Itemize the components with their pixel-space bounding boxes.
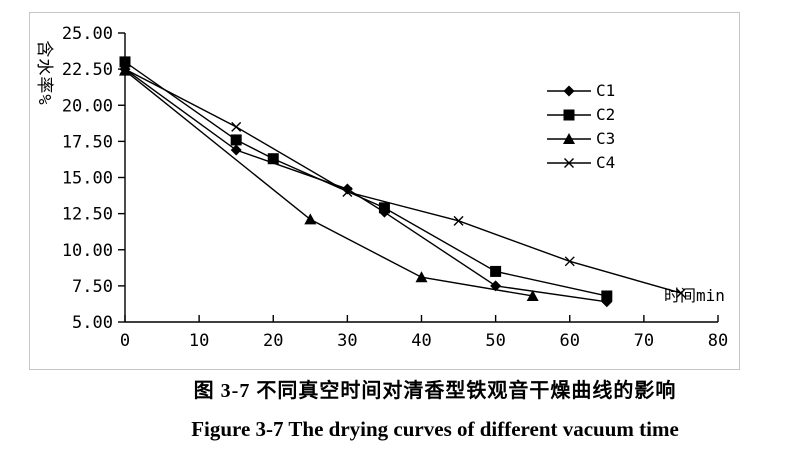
legend-label: C2 bbox=[596, 105, 616, 124]
series-line-C1 bbox=[124, 68, 607, 303]
data-point-square bbox=[563, 109, 575, 121]
data-point-x bbox=[675, 288, 686, 299]
data-point-square bbox=[267, 153, 279, 165]
x-tick-label: 80 bbox=[708, 331, 728, 351]
x-legend-marker-icon bbox=[547, 158, 591, 168]
data-point-x bbox=[453, 215, 464, 226]
data-point-triangle bbox=[526, 289, 539, 301]
x-tick-label: 0 bbox=[120, 331, 130, 351]
legend-item-C1: C1 bbox=[546, 79, 615, 103]
x-axis-title: 时间min bbox=[664, 286, 725, 305]
y-tick-label: 12.50 bbox=[62, 205, 113, 225]
figure-captions: 图 3-7 不同真空时间对清香型铁观音干燥曲线的影响 Figure 3-7 Th… bbox=[85, 374, 785, 442]
data-point-x bbox=[564, 158, 574, 168]
chart-frame bbox=[29, 12, 740, 370]
square-legend-marker-icon bbox=[547, 109, 591, 121]
legend-label: C4 bbox=[596, 153, 616, 172]
y-axis-title: 含水率% bbox=[34, 40, 54, 106]
x-tick-label: 30 bbox=[337, 331, 357, 351]
x-tick-label: 20 bbox=[263, 331, 283, 351]
legend: C1 C2 C3 C4 bbox=[546, 79, 615, 175]
data-point-square bbox=[378, 202, 390, 214]
y-tick-label: 10.00 bbox=[62, 241, 113, 261]
y-tick-label: 20.00 bbox=[62, 96, 113, 116]
series-C2 bbox=[119, 56, 613, 302]
series-line-C3 bbox=[124, 70, 533, 297]
legend-item-C3: C3 bbox=[546, 127, 615, 151]
y-tick-label: 7.50 bbox=[72, 277, 113, 297]
data-point-x bbox=[342, 186, 353, 197]
y-tick-label: 17.50 bbox=[62, 132, 113, 152]
x-tick-label: 60 bbox=[560, 331, 580, 351]
caption-english: Figure 3-7 The drying curves of differen… bbox=[191, 417, 679, 441]
x-tick-label: 10 bbox=[189, 331, 209, 351]
series-line-C2 bbox=[124, 61, 607, 297]
data-point-diamond bbox=[341, 183, 353, 195]
y-tick-label: 5.00 bbox=[72, 313, 113, 333]
data-point-triangle bbox=[563, 133, 575, 144]
y-tick-label: 25.00 bbox=[62, 24, 113, 44]
x-tick-label: 50 bbox=[485, 331, 505, 351]
diamond-legend-marker-icon bbox=[547, 85, 591, 97]
series-C4 bbox=[120, 64, 686, 299]
data-point-square bbox=[490, 265, 502, 277]
caption-chinese: 图 3-7 不同真空时间对清香型铁观音干燥曲线的影响 bbox=[193, 380, 677, 402]
legend-item-C4: C4 bbox=[546, 151, 615, 175]
data-point-triangle bbox=[304, 213, 317, 225]
data-point-triangle bbox=[415, 271, 428, 283]
y-tick-label: 15.00 bbox=[62, 169, 113, 189]
data-point-x bbox=[564, 256, 575, 267]
triangle-legend-marker-icon bbox=[547, 133, 591, 144]
data-point-x bbox=[120, 64, 130, 75]
data-point-square bbox=[230, 134, 242, 146]
x-tick-label: 40 bbox=[411, 331, 431, 351]
data-point-diamond bbox=[230, 144, 242, 156]
data-point-x bbox=[231, 121, 242, 132]
legend-label: C3 bbox=[596, 129, 616, 148]
data-point-diamond bbox=[563, 85, 575, 97]
series-line-C4 bbox=[124, 68, 682, 294]
legend-item-C2: C2 bbox=[546, 103, 615, 127]
y-tick-label: 22.50 bbox=[62, 60, 113, 80]
data-point-square bbox=[601, 290, 613, 302]
legend-label: C1 bbox=[596, 81, 616, 100]
x-tick-label: 70 bbox=[634, 331, 654, 351]
series-C1 bbox=[119, 63, 613, 308]
data-point-square bbox=[119, 56, 131, 68]
